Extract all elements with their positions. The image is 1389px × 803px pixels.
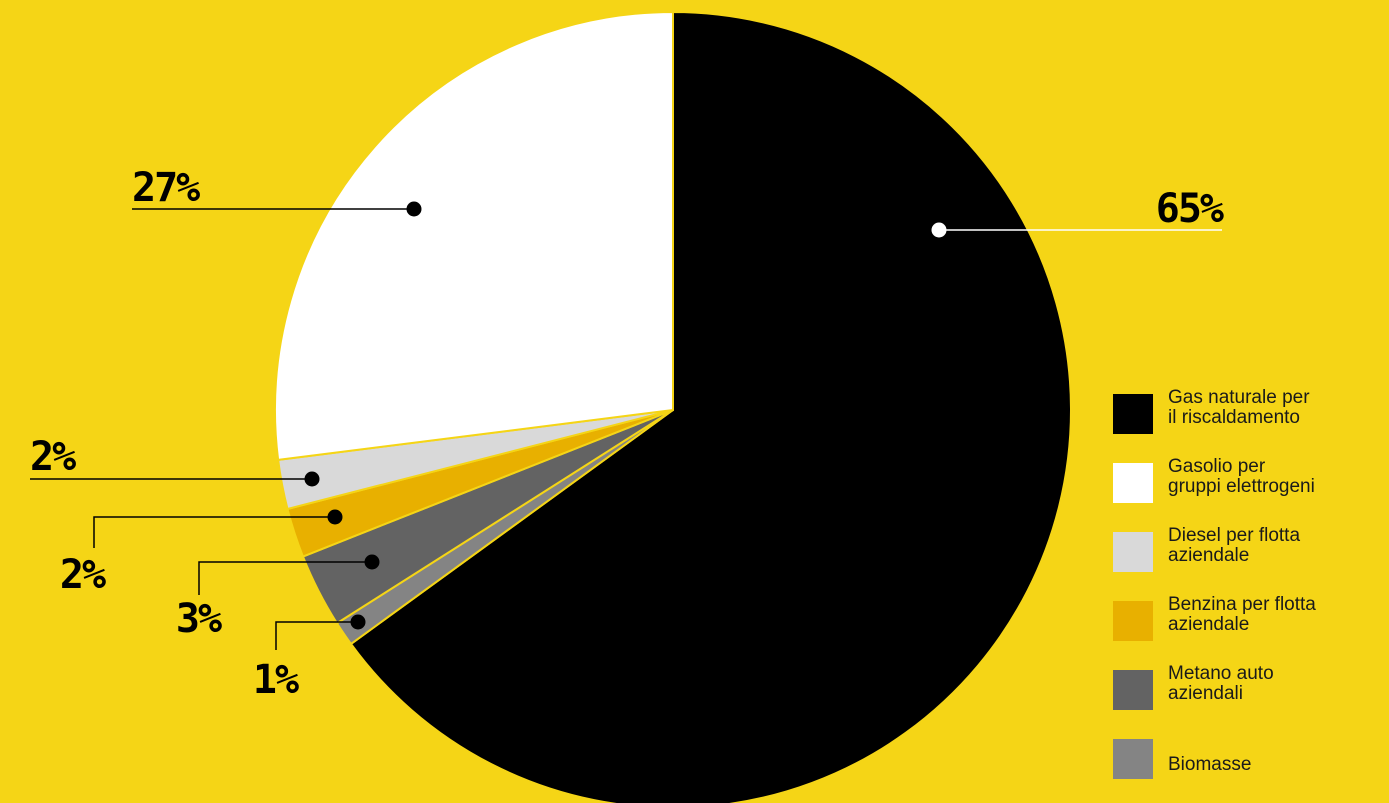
- data-label: 3%: [176, 596, 222, 642]
- legend-label: Biomasse: [1168, 754, 1252, 775]
- leader-dot: [931, 222, 947, 238]
- pie-slice: [350, 11, 1072, 803]
- legend-item-gasolio: Gasolio per gruppi elettrogeni: [1113, 457, 1383, 526]
- data-label: 2%: [60, 552, 106, 598]
- data-label: 2%: [30, 434, 76, 480]
- legend-swatch: [1113, 739, 1153, 779]
- data-label: 27%: [132, 165, 200, 211]
- legend-swatch: [1113, 394, 1153, 434]
- legend-item-metano: Metano auto aziendali: [1113, 664, 1383, 733]
- leader-line: [198, 561, 372, 595]
- legend-swatch: [1113, 532, 1153, 572]
- legend-label: Gas naturale per il riscaldamento: [1168, 387, 1310, 428]
- leader-dot: [406, 201, 422, 217]
- legend-swatch: [1113, 670, 1153, 710]
- leader-dot: [304, 471, 320, 487]
- leader-dot: [327, 509, 343, 525]
- legend-item-diesel: Diesel per flotta aziendale: [1113, 526, 1383, 595]
- legend-label: Gasolio per gruppi elettrogeni: [1168, 456, 1315, 497]
- legend-label: Metano auto aziendali: [1168, 663, 1274, 704]
- leader-line: [275, 621, 358, 650]
- leader-dot: [364, 554, 380, 570]
- legend-item-biomasse: Biomasse: [1113, 733, 1383, 802]
- legend-swatch: [1113, 601, 1153, 641]
- legend-label: Benzina per flotta aziendale: [1168, 594, 1316, 635]
- legend-swatch: [1113, 463, 1153, 503]
- data-label: 65%: [1156, 186, 1224, 232]
- legend-item-benzina: Benzina per flotta aziendale: [1113, 595, 1383, 664]
- data-label: 1%: [253, 657, 299, 703]
- leader-dot: [350, 614, 366, 630]
- legend-item-gas-naturale: Gas naturale per il riscaldamento: [1113, 388, 1383, 457]
- pie-slice: [274, 11, 674, 461]
- leader-line: [93, 516, 335, 548]
- legend: Gas naturale per il riscaldamento Gasoli…: [1113, 388, 1383, 802]
- legend-label: Diesel per flotta aziendale: [1168, 525, 1301, 566]
